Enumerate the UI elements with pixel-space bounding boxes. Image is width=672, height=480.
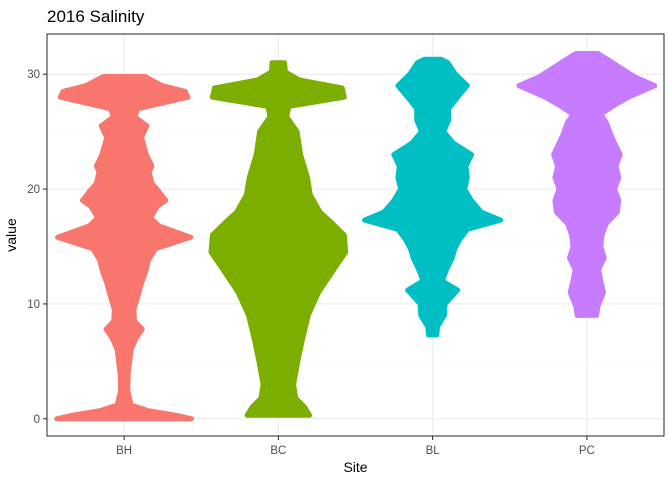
violin-bc <box>208 60 349 418</box>
y-axis-title: value <box>3 218 19 252</box>
chart-title: 2016 Salinity <box>47 7 145 26</box>
violin-bl <box>362 56 504 338</box>
y-tick-label: 20 <box>27 184 40 196</box>
x-axis-title: Site <box>343 459 367 475</box>
x-tick-label: PC <box>579 445 595 457</box>
y-tick-label: 10 <box>27 299 40 311</box>
y-tick-label: 30 <box>27 69 40 81</box>
x-axis: BH BC BL PC <box>116 436 595 457</box>
violin-pc <box>516 51 658 318</box>
y-axis: 0 10 20 30 <box>27 69 47 426</box>
panel-border <box>46 33 665 437</box>
violin-bh <box>54 74 194 422</box>
x-tick-label: BC <box>270 445 286 457</box>
violin-series <box>54 51 658 422</box>
x-tick-label: BH <box>116 445 132 457</box>
x-tick-label: BL <box>426 445 441 457</box>
y-tick-label: 0 <box>34 414 40 426</box>
